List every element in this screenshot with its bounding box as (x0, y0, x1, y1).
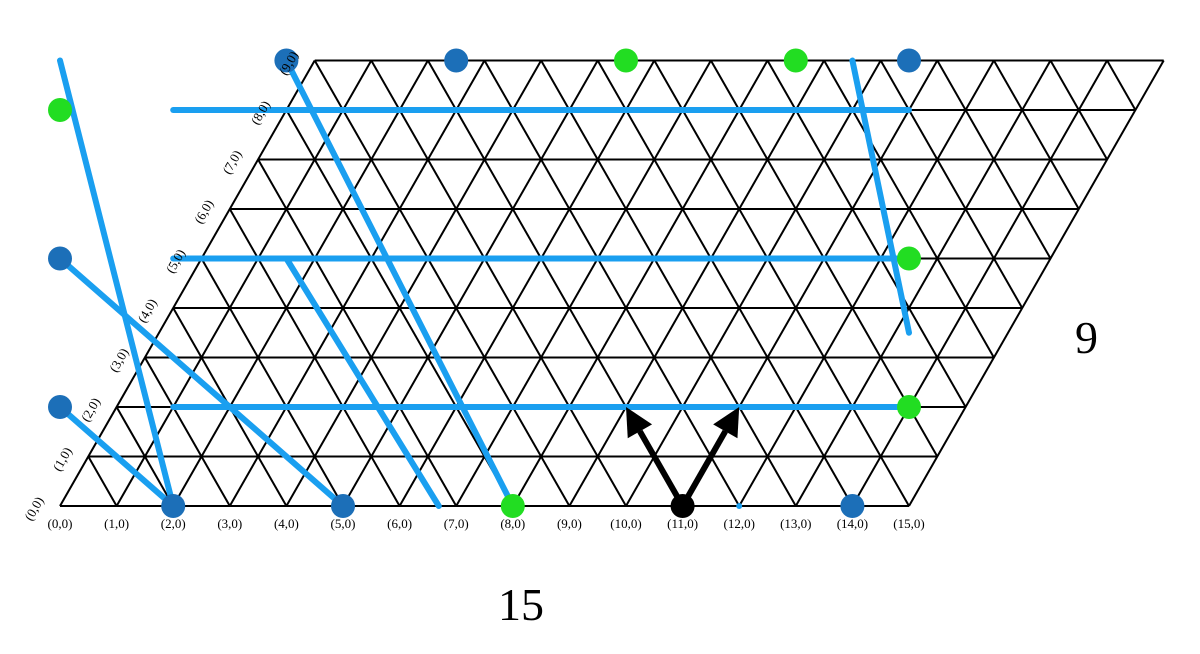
grid-slant-line (455, 60, 712, 507)
left-axis-label: (4,0) (134, 296, 159, 325)
left-axis-label: (1,0) (49, 445, 74, 474)
path-segment (283, 57, 516, 509)
bottom-axis-label: (13,0) (780, 516, 811, 531)
path-segment (57, 57, 177, 509)
bottom-axis-label: (6,0) (387, 516, 412, 531)
grid-slant-line (908, 60, 1165, 507)
bottom-axis-label: (4,0) (274, 516, 299, 531)
grid-slant-line (511, 60, 769, 507)
height-label: 9 (1075, 312, 1098, 363)
grid-diagonal-line (879, 60, 1024, 309)
left-axis-label: (2,0) (78, 395, 103, 424)
grid-slant-line (851, 60, 1108, 507)
bottom-axis-label: (0,0) (48, 516, 73, 531)
bottom-axis-label: (2,0) (161, 516, 186, 531)
grid-diagonal-line (144, 357, 231, 507)
green-node (500, 494, 525, 518)
path-segment (283, 255, 442, 509)
grid-diagonal-line (87, 456, 118, 507)
grid-diagonal-line (285, 109, 514, 507)
grid-diagonal-line (257, 159, 458, 507)
grid-diagonal-line (596, 60, 854, 507)
bottom-axis-label: (5,0) (331, 516, 356, 531)
blue-node (48, 395, 72, 419)
grid-diagonal-line (200, 258, 344, 507)
origin-node (670, 494, 695, 518)
width-label: 15 (498, 579, 544, 630)
lattice-vector-arrowhead (713, 407, 740, 439)
bottom-axis-label: (11,0) (667, 516, 698, 531)
left-axis-label: (3,0) (106, 346, 131, 375)
grid-slant-line (228, 60, 486, 507)
left-axis-label: (0,0) (21, 494, 46, 523)
bottom-axis-label: (12,0) (723, 516, 754, 531)
grid-slant-line (115, 60, 373, 507)
grid-diagonal-line (1106, 60, 1137, 111)
lattice-vector-arrowhead (626, 407, 653, 439)
lattice-vectors (626, 407, 740, 508)
grid-diagonal-line (115, 406, 175, 507)
grid-diagonal-line (313, 60, 571, 507)
path-segment (57, 255, 346, 509)
grid-slant-line (625, 60, 882, 507)
blue-node (840, 494, 865, 518)
lattice-grid (59, 59, 1165, 507)
bottom-axis-label: (15,0) (893, 516, 924, 531)
blue-node (444, 48, 469, 73)
blue-node (161, 494, 186, 518)
grid-diagonal-line (993, 60, 1080, 210)
left-axis-label: (6,0) (191, 197, 216, 226)
grid-diagonal-line (483, 60, 741, 507)
left-axis-label: (7,0) (219, 148, 244, 177)
bottom-axis-label: (8,0) (500, 516, 525, 531)
grid-slant-line (738, 60, 995, 507)
path-lines (57, 57, 912, 509)
grid-slant-line (342, 60, 599, 507)
lattice-vector-line (679, 429, 728, 508)
grid-diagonal-line (766, 60, 967, 408)
bottom-axis-label: (1,0) (104, 516, 129, 531)
grid-diagonal-line (370, 60, 627, 507)
path-segment (57, 404, 177, 509)
bottom-axis-label: (14,0) (837, 516, 868, 531)
bottom-axis-labels: (0,0) (1,0) (2,0) (3,0) (4,0) (5,0) (6,0) (7,0)… (48, 516, 925, 531)
lattice-vector-line (637, 429, 686, 508)
green-node (783, 48, 808, 73)
blue-node (274, 48, 299, 73)
grid-diagonal-line (1049, 60, 1108, 160)
grid-slant-line (398, 60, 656, 507)
blue-node (331, 494, 355, 518)
bottom-axis-label: (9,0) (557, 516, 582, 531)
green-node (897, 246, 921, 271)
green-node (897, 395, 921, 419)
bottom-axis-label: (7,0) (444, 516, 469, 531)
green-node (48, 98, 72, 122)
grid-slant-line (59, 60, 316, 507)
blue-node (897, 48, 921, 73)
bottom-axis-label: (10,0) (610, 516, 641, 531)
lattice-nodes (48, 48, 921, 518)
grid-slant-line (568, 60, 825, 507)
path-segment (849, 57, 912, 336)
grid-slant-line (794, 60, 1052, 507)
grid-slant-line (285, 60, 542, 507)
blue-node (48, 246, 72, 271)
green-node (614, 48, 638, 73)
grid-diagonal-line (540, 60, 797, 507)
grid-diagonal-line (653, 60, 910, 507)
grid-diagonal-line (936, 60, 1052, 259)
bottom-axis-label: (3,0) (217, 516, 242, 531)
